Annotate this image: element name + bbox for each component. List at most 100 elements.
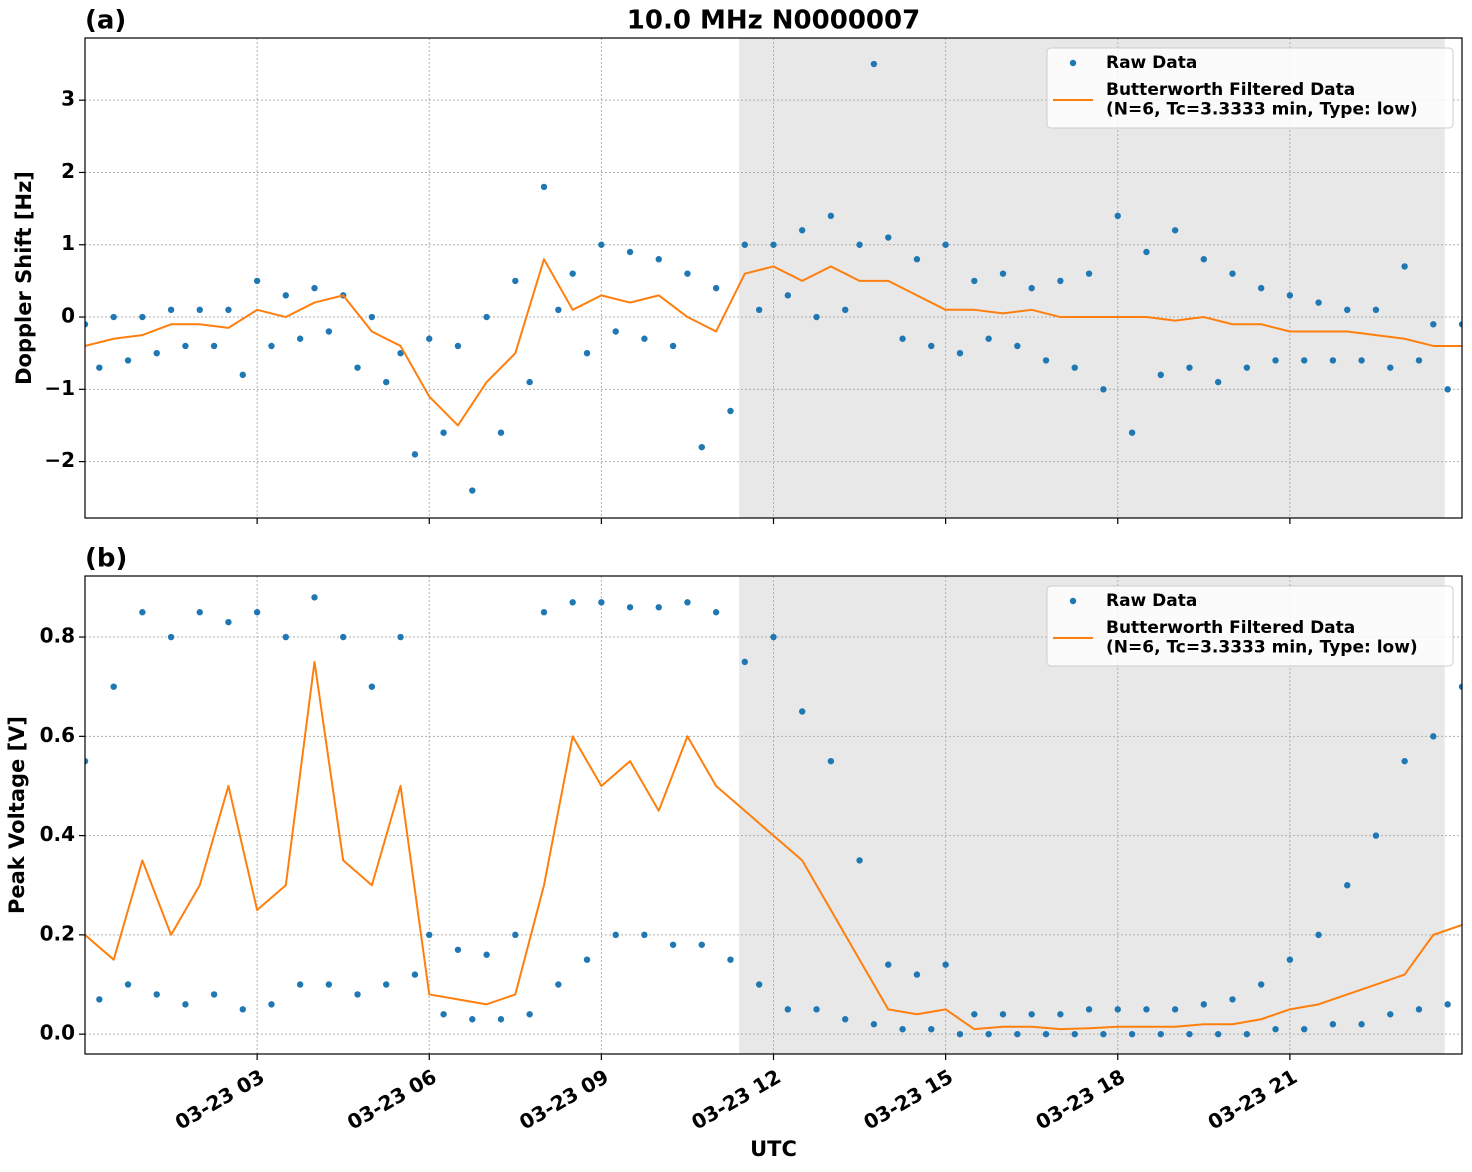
raw-point — [397, 633, 404, 641]
raw-point — [1085, 1006, 1093, 1013]
raw-point — [598, 599, 605, 606]
raw-point — [555, 306, 562, 314]
raw-point — [899, 335, 906, 342]
raw-point — [1387, 1011, 1394, 1018]
raw-point — [755, 306, 763, 314]
y-tick-label: −2 — [44, 448, 75, 472]
raw-point — [999, 270, 1007, 277]
raw-point — [483, 313, 490, 321]
raw-point — [698, 443, 705, 451]
raw-point — [698, 941, 705, 948]
raw-point — [253, 609, 261, 616]
raw-point — [956, 349, 964, 357]
raw-point — [196, 306, 203, 314]
raw-point — [712, 609, 720, 616]
y-tick-label: −1 — [44, 376, 75, 400]
raw-point — [526, 1011, 533, 1018]
raw-point — [469, 1016, 476, 1023]
chart-title: 10.0 MHz N0000007 — [627, 6, 920, 36]
raw-point — [655, 604, 662, 611]
raw-point — [784, 292, 792, 299]
raw-point — [153, 349, 160, 357]
axes-frame — [84, 37, 1463, 519]
raw-point — [1229, 996, 1236, 1003]
raw-point — [182, 342, 189, 350]
y-axis-label: Peak Voltage [V] — [5, 716, 29, 914]
raw-point — [1344, 306, 1351, 314]
raw-point — [1358, 357, 1365, 364]
raw-point — [741, 658, 749, 666]
y-tick-label: 1 — [61, 231, 75, 255]
y-tick-label: 0.2 — [40, 921, 75, 945]
panel-label: (b) — [85, 544, 127, 574]
raw-point — [1057, 277, 1064, 285]
raw-point — [1071, 364, 1078, 371]
raw-point — [641, 335, 648, 342]
raw-point — [426, 931, 433, 939]
raw-point — [569, 599, 576, 606]
raw-point — [612, 328, 619, 335]
raw-point — [870, 60, 878, 68]
raw-point — [1186, 1030, 1193, 1038]
raw-point — [1128, 429, 1136, 436]
raw-point — [655, 256, 662, 263]
raw-point — [85, 757, 89, 765]
raw-point — [1387, 364, 1394, 371]
raw-point — [497, 429, 505, 436]
raw-point — [684, 270, 691, 277]
raw-point — [913, 971, 921, 978]
raw-point — [712, 284, 720, 292]
raw-point — [526, 378, 533, 386]
raw-point — [110, 313, 117, 321]
filtered-line — [85, 258, 1462, 427]
raw-point — [1171, 227, 1179, 234]
raw-point — [411, 971, 419, 978]
raw-point — [325, 328, 333, 335]
x-axis-label: UTC — [750, 1137, 797, 1161]
raw-point — [626, 604, 634, 611]
raw-point — [928, 1025, 935, 1033]
panel-label: (a) — [85, 6, 126, 36]
raw-point — [124, 357, 132, 364]
raw-point — [497, 1016, 505, 1023]
raw-point — [1329, 1021, 1337, 1028]
raw-point — [182, 1001, 189, 1008]
raw-point — [1243, 364, 1251, 371]
raw-point — [1430, 321, 1437, 328]
raw-point — [483, 951, 490, 958]
raw-point — [339, 633, 347, 641]
raw-point — [1257, 284, 1265, 292]
raw-point — [96, 996, 103, 1003]
raw-point — [1057, 1011, 1064, 1018]
raw-point — [296, 335, 304, 342]
raw-point — [942, 241, 949, 248]
raw-point — [956, 1030, 964, 1038]
raw-point — [885, 961, 892, 968]
raw-point — [1458, 321, 1462, 328]
y-tick-label: 3 — [61, 87, 75, 111]
raw-point — [727, 956, 734, 963]
raw-point — [139, 609, 146, 616]
raw-point — [1415, 1006, 1423, 1013]
raw-point — [1444, 386, 1451, 393]
raw-point — [1243, 1030, 1251, 1038]
raw-point — [913, 256, 921, 263]
raw-point — [1100, 386, 1107, 393]
raw-point — [1415, 357, 1423, 364]
raw-point — [440, 1011, 447, 1018]
raw-point — [96, 364, 103, 371]
legend-box — [1046, 585, 1454, 667]
raw-point — [985, 335, 992, 342]
raw-point — [196, 609, 203, 616]
raw-point — [1114, 212, 1121, 220]
raw-point — [167, 306, 175, 314]
legend-label: Butterworth Filtered Data (N=6, Tc=3.3333… — [1106, 618, 1418, 658]
raw-point — [411, 451, 419, 458]
y-tick-label: 2 — [61, 159, 75, 183]
y-tick-label: 0 — [61, 304, 75, 328]
raw-point — [311, 284, 318, 292]
raw-point — [583, 349, 591, 357]
raw-point — [1028, 284, 1035, 292]
raw-point — [1085, 270, 1093, 277]
raw-point — [1315, 931, 1322, 939]
